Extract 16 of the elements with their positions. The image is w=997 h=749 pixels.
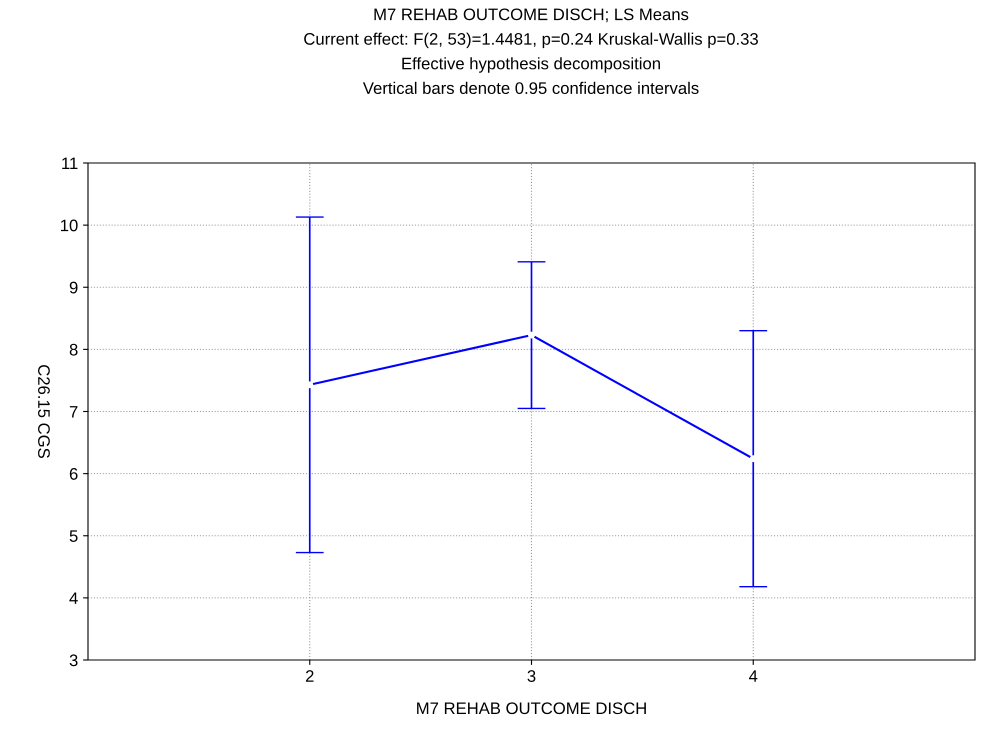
x-axis-title: M7 REHAB OUTCOME DISCH <box>417 702 646 714</box>
y-tick-label: 3 <box>70 654 78 666</box>
y-tick-label: 8 <box>70 344 78 356</box>
chart-subtitle: Current effect: F(2, 53)=1.4481, p=0.24 Kruskal-Wallis p=0.33 Effective hypothesis decomposition Vertical bars denote 0.95 confidence intervals <box>304 32 758 94</box>
chart-title: M7 REHAB OUTCOME DISCH; LS Means <box>374 8 688 22</box>
y-tick-label: 7 <box>70 406 78 418</box>
y-tick-label: 5 <box>70 530 78 542</box>
x-tick-label: 3 <box>528 670 536 682</box>
y-tick-label: 11 <box>62 158 78 170</box>
y-tick-label: 10 <box>61 220 78 232</box>
y-tick-label: 6 <box>70 468 78 480</box>
x-tick-label: 2 <box>306 670 314 682</box>
y-tick-label: 4 <box>69 592 78 604</box>
y-tick-label: 9 <box>70 282 78 294</box>
x-tick-label: 4 <box>749 670 758 682</box>
y-axis-title: C26.15 CGS <box>38 365 50 458</box>
